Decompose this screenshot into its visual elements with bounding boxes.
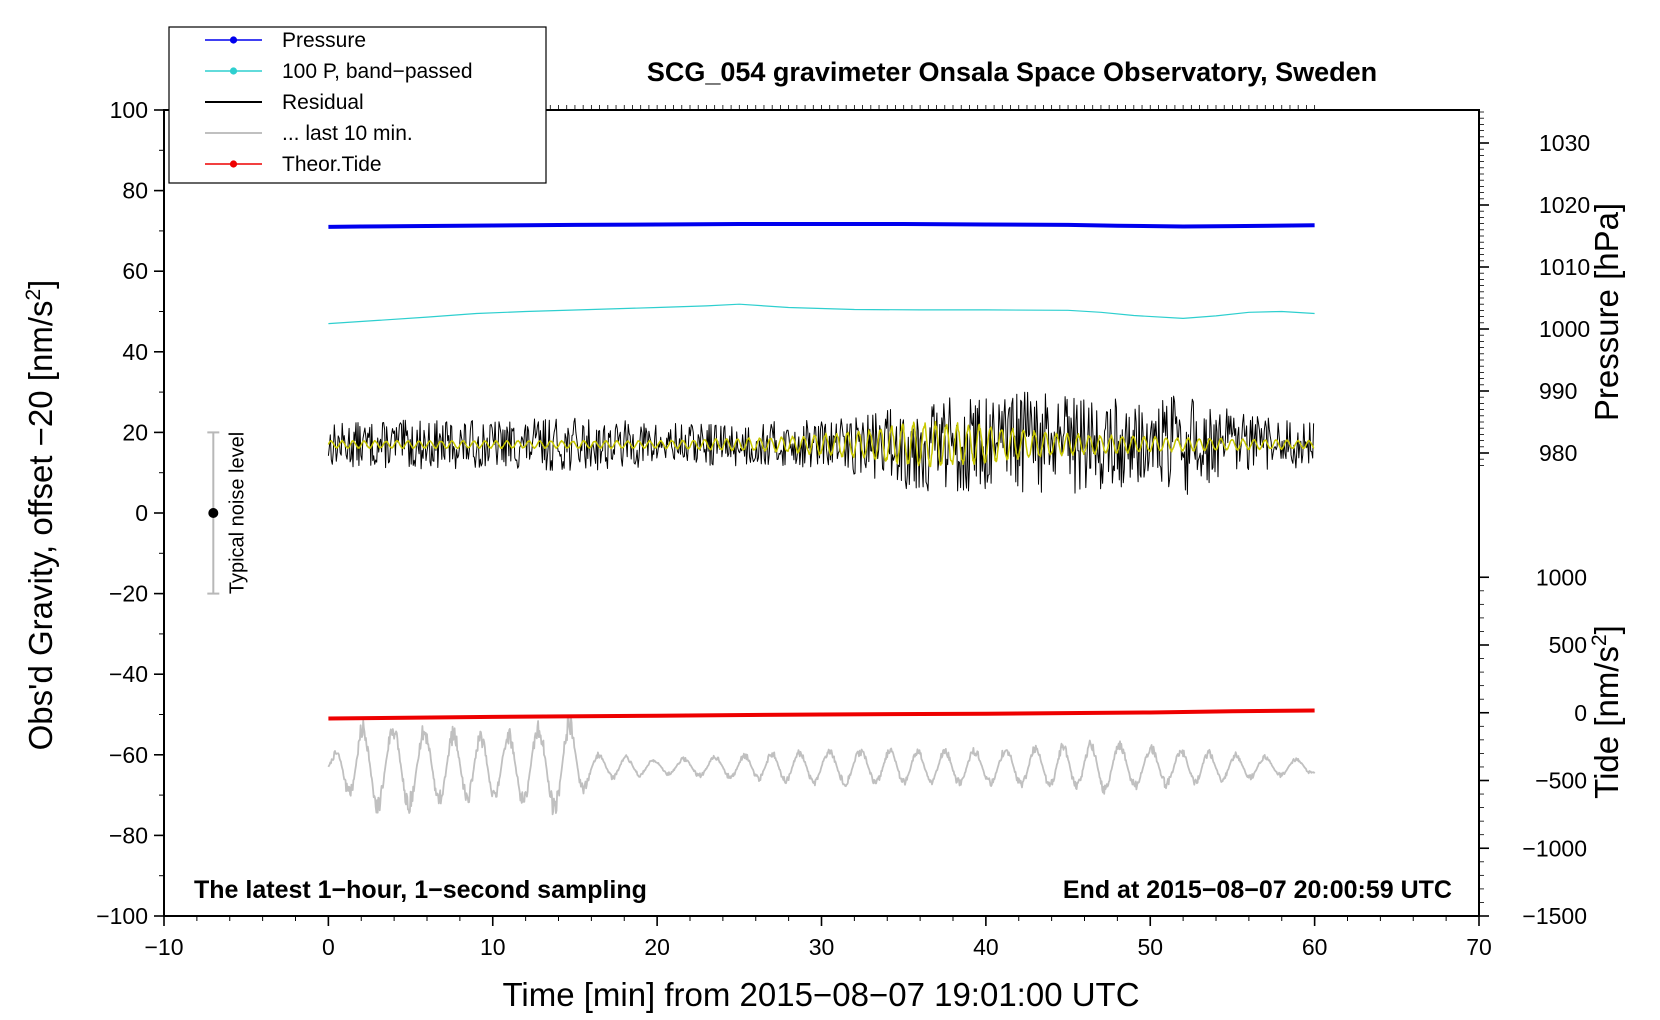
legend-swatch-dot — [229, 36, 238, 44]
y-axis-title-main: Obs'd Gravity, offset −20 [nm/s — [22, 301, 59, 751]
pressure-tick-label: 990 — [1539, 378, 1577, 404]
legend-label: Pressure — [282, 29, 366, 52]
y-tick-label: 100 — [110, 97, 148, 123]
noise-bar: Typical noise level — [207, 431, 248, 595]
tide-axis-title-close: ] — [1588, 625, 1625, 634]
y-tick-label: 40 — [122, 339, 148, 365]
pressure-tick-label: 1030 — [1539, 130, 1590, 156]
noise-bar-label: Typical noise level — [226, 432, 248, 594]
y-tick-label: −80 — [109, 822, 148, 848]
x-tick-label: 0 — [322, 934, 335, 960]
y-axis-left: −100 −80 −60 −40 −20 0 20 40 60 80 100 — [96, 97, 164, 929]
legend-swatch-dot — [229, 160, 238, 168]
x-tick-label: −10 — [144, 934, 183, 960]
series-residual-smoothed — [327, 420, 1315, 468]
y-axis-title-sup: 2 — [22, 289, 45, 301]
legend-label: 100 P, band−passed — [282, 60, 473, 83]
x-tick-label: 50 — [1137, 934, 1163, 960]
x-axis: −10 0 10 20 30 40 50 60 70 — [144, 916, 1492, 960]
pressure-tick-label: 980 — [1539, 440, 1577, 466]
tide-axis-title-main: Tide [nm/s — [1588, 646, 1625, 799]
y-axis-title-close: ] — [22, 280, 59, 289]
y-tick-label: −60 — [109, 742, 148, 768]
x-tick-label: 30 — [809, 934, 835, 960]
tide-tick-label: 1000 — [1536, 564, 1587, 590]
pressure-tick-label: 1020 — [1539, 192, 1590, 218]
x-tick-label: 20 — [644, 934, 670, 960]
x-tick-label: 60 — [1302, 934, 1328, 960]
tide-tick-label: −1500 — [1522, 903, 1587, 929]
legend-box — [168, 26, 547, 184]
x-tick-label: 40 — [973, 934, 999, 960]
tide-tick-label: 500 — [1549, 632, 1587, 658]
y-tick-label: −20 — [109, 581, 148, 607]
legend-label: Theor.Tide — [282, 153, 382, 176]
y-tick-label: 80 — [122, 178, 148, 204]
tide-tick-label: −1000 — [1522, 835, 1587, 861]
series-pressure — [328, 222, 1315, 229]
chart-title: SCG_054 gravimeter Onsala Space Observat… — [647, 57, 1377, 87]
y-axis-title: Obs'd Gravity, offset −20 [nm/s2] — [22, 280, 59, 751]
tide-tick-label: 0 — [1574, 700, 1587, 726]
pressure-tick-label: 1000 — [1539, 316, 1590, 342]
series-theor-tide — [328, 708, 1315, 721]
legend-swatch-dot — [229, 67, 238, 75]
x-tick-label: 10 — [480, 934, 506, 960]
y-tick-label: 60 — [122, 258, 148, 284]
tide-axis-title: Tide [nm/s2] — [1588, 625, 1625, 799]
minor-ticks — [159, 105, 1484, 921]
y-axis-pressure: 980 990 1000 1010 1020 1030 — [1479, 130, 1590, 466]
noise-bar-center-dot — [208, 508, 219, 518]
series-last-10-min — [327, 715, 1316, 816]
x-axis-title: Time [min] from 2015−08−07 19:01:00 UTC — [502, 976, 1139, 1013]
tide-axis-title-sup: 2 — [1588, 634, 1611, 646]
annotation-sampling: The latest 1−hour, 1−second sampling — [194, 876, 647, 904]
legend-label: Residual — [282, 91, 364, 114]
y-tick-label: 20 — [122, 419, 148, 445]
legend-label: ... last 10 min. — [282, 122, 413, 145]
tide-tick-label: −500 — [1535, 768, 1587, 794]
annotation-end-time: End at 2015−08−07 20:00:59 UTC — [1063, 876, 1452, 904]
series-layer — [327, 222, 1316, 816]
pressure-axis-title: Pressure [hPa] — [1588, 203, 1625, 421]
pressure-tick-label: 1010 — [1539, 254, 1590, 280]
y-axis-tide: −1500 −1000 −500 0 500 1000 — [1479, 564, 1587, 929]
y-tick-label: 0 — [135, 500, 148, 526]
y-tick-label: −40 — [109, 661, 148, 687]
series-100p-band-passed — [328, 303, 1315, 325]
y-tick-label: −100 — [96, 903, 148, 929]
x-tick-label: 70 — [1466, 934, 1492, 960]
plot-frame — [163, 109, 1480, 917]
legend: Pressure 100 P, band−passed Residual ... la… — [168, 26, 547, 184]
